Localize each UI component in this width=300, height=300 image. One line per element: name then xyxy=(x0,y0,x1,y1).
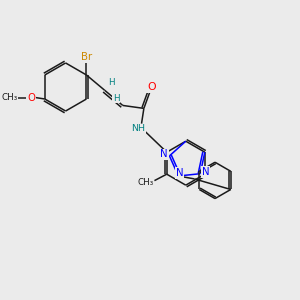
Text: N: N xyxy=(160,149,168,160)
Text: H: H xyxy=(108,78,114,87)
Text: CH₃: CH₃ xyxy=(2,93,18,102)
Text: O: O xyxy=(147,82,155,92)
Text: Br: Br xyxy=(81,52,92,62)
Text: H: H xyxy=(113,94,120,103)
Text: N: N xyxy=(202,167,209,177)
Text: NH: NH xyxy=(131,124,145,134)
Text: O: O xyxy=(27,92,35,103)
Text: N: N xyxy=(176,168,184,178)
Text: CH₃: CH₃ xyxy=(137,178,154,188)
